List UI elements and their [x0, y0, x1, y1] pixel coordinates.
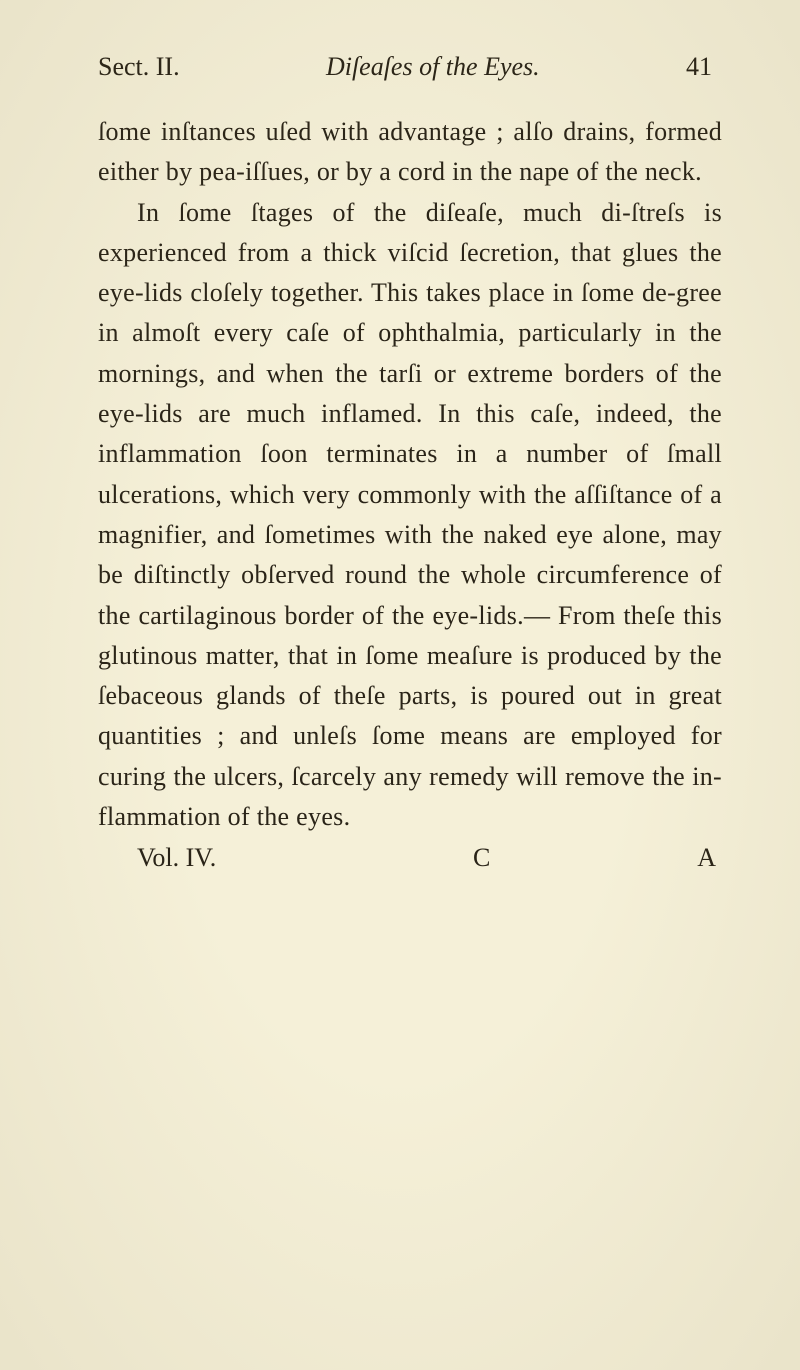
- section-label: Sect. II.: [98, 52, 180, 82]
- running-title: Diſeaſes of the Eyes.: [326, 52, 540, 82]
- paragraph: In ſome ſtages of the diſeaſe, much di-ſ…: [98, 193, 722, 838]
- page: Sect. II. Diſeaſes of the Eyes. 41 ſome …: [0, 0, 800, 1370]
- catchword: A: [697, 843, 722, 873]
- body-text: ſome inſtances uſed with advantage ; alſ…: [98, 112, 722, 837]
- running-header: Sect. II. Diſeaſes of the Eyes. 41: [98, 52, 722, 82]
- signature-mark: C: [216, 843, 697, 873]
- page-number: 41: [686, 52, 712, 82]
- paragraph: ſome inſtances uſed with advantage ; alſ…: [98, 112, 722, 193]
- footer: Vol. IV. C A: [98, 843, 722, 873]
- volume-label: Vol. IV.: [137, 843, 216, 873]
